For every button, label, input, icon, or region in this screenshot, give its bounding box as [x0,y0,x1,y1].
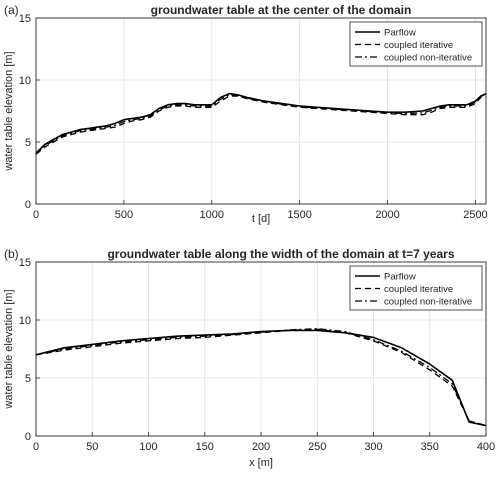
x-tick-label: 100 [139,441,157,453]
y-tick-label: 15 [19,257,31,269]
legend-label: coupled non-iterative [384,53,472,64]
x-tick-label: 350 [421,441,439,453]
x-tick-label: 300 [364,441,382,453]
x-tick-label: 1000 [200,209,224,221]
x-tick-label: 500 [115,209,133,221]
legend-label: coupled iterative [384,40,453,51]
x-axis-label: t [d] [252,213,270,225]
x-tick-label: 400 [477,441,495,453]
y-tick-label: 5 [25,373,31,385]
y-axis-label: water table elevation [m] [3,289,15,409]
y-tick-label: 10 [19,315,31,327]
legend-label: Parflow [384,272,416,283]
x-tick-label: 200 [252,441,270,453]
legend-label: Parflow [384,28,416,39]
chart-panel-b: 0 50 100 150 200 250 300 350 400 0 5 10 15 groundwate… [3,247,495,469]
axes-box [35,261,487,437]
panel-label: (b) [4,247,19,261]
y-tick-label: 0 [25,431,31,443]
axes-box [35,17,487,205]
panel-label: (a) [4,3,19,17]
chart-title: groundwater table at the center of the d… [151,3,412,17]
series-line-coupled-non-iterative [35,328,487,427]
y-tick-label: 15 [19,13,31,25]
y-tick-label: 5 [25,137,31,149]
legend-box [349,21,483,67]
x-tick-label: 150 [196,441,214,453]
y-axis-label: water table elevation [m] [3,51,15,171]
legend-label: coupled iterative [384,284,453,295]
y-tick-label: 0 [25,199,31,211]
x-tick-label: 2000 [375,209,399,221]
x-tick-label: 50 [86,441,98,453]
legend-box [349,265,483,311]
x-tick-label: 0 [33,209,39,221]
chart-title: groundwater table along the width of the… [107,247,454,261]
y-tick-label: 10 [19,75,31,87]
legend-label: coupled non-iterative [384,297,472,308]
series-line-parflow [35,92,487,154]
series-line-coupled-iterative [35,93,487,155]
series-line-coupled-non-iterative [35,93,487,155]
x-tick-label: 2500 [463,209,487,221]
x-tick-label: 1500 [287,209,311,221]
x-axis-label: x [m] [249,457,273,469]
x-tick-label: 0 [33,441,39,453]
x-tick-label: 250 [308,441,326,453]
chart-panel-a: 0 500 1000 1500 2000 2500 0 5 10 15 groundwater ta… [3,3,488,225]
